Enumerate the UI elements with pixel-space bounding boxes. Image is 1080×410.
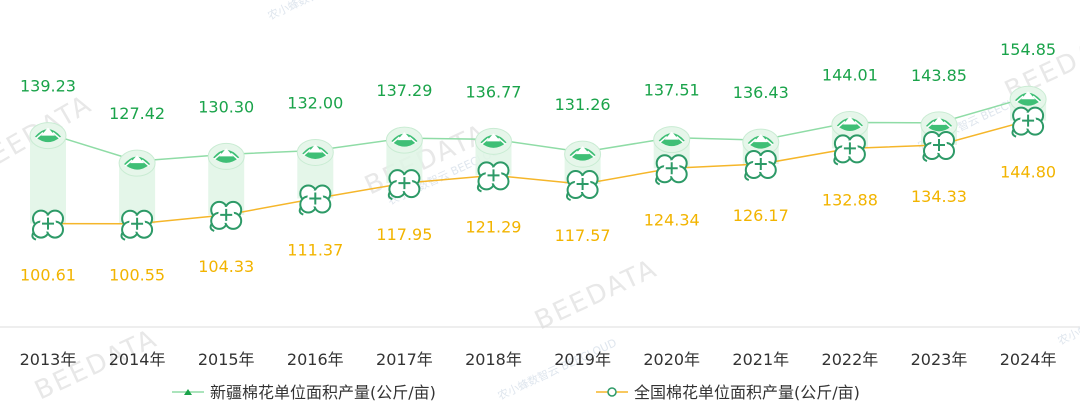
x-tick-labels: 2013年 2014年 2015年 2016年 2017年 2018年 2019年 2020年… — [20, 350, 1057, 369]
marker-xinjiang — [29, 122, 67, 150]
watermark-text: 农小蜂数智云 BEECLOUD — [1055, 280, 1080, 347]
legend-item-xinjiang[interactable]: 新疆棉花单位面积产量(公斤/亩) — [172, 383, 436, 402]
marker-national — [476, 161, 510, 193]
series-markers — [29, 85, 1047, 241]
marker-national — [298, 184, 332, 216]
marker-xinjiang — [207, 142, 245, 170]
x-tick-label: 2013年 — [20, 350, 77, 369]
legend-swatch-marker — [607, 387, 617, 397]
range-bands — [30, 97, 1047, 224]
series-line-national — [47, 119, 1029, 225]
data-label-national: 126.17 — [733, 206, 789, 225]
x-tick-label: 2022年 — [822, 350, 879, 369]
marker-xinjiang — [475, 127, 512, 155]
marker-national — [209, 200, 243, 232]
x-tick-label: 2014年 — [109, 350, 166, 369]
marker-xinjiang — [564, 140, 602, 168]
marker-xinjiang — [742, 128, 780, 156]
marker-national — [566, 170, 599, 202]
marker-national — [31, 209, 64, 241]
x-tick-label: 2021年 — [732, 350, 789, 369]
series-lines — [47, 96, 1029, 225]
data-label-xinjiang: 127.42 — [109, 104, 165, 123]
x-tick-label: 2017年 — [376, 350, 433, 369]
marker-xinjiang — [118, 149, 156, 177]
data-label-xinjiang: 137.51 — [644, 81, 700, 100]
marker-xinjiang — [653, 126, 691, 154]
data-label-national: 117.57 — [555, 226, 611, 245]
marker-xinjiang — [1009, 85, 1047, 113]
data-label-xinjiang: 132.00 — [287, 93, 343, 112]
series-line-xinjiang — [47, 96, 1029, 162]
marker-national — [922, 131, 955, 162]
x-tick-label: 2023年 — [911, 350, 968, 369]
data-label-xinjiang: 137.29 — [376, 81, 432, 100]
marker-national — [387, 169, 421, 201]
data-label-xinjiang: 130.30 — [198, 97, 254, 116]
x-tick-label: 2020年 — [643, 350, 700, 369]
data-label-xinjiang: 131.26 — [555, 95, 611, 114]
data-label-national: 104.33 — [198, 257, 254, 276]
marker-national — [744, 150, 777, 181]
x-tick-label: 2015年 — [198, 350, 255, 369]
x-tick-label: 2016年 — [287, 350, 344, 369]
legend[interactable]: 新疆棉花单位面积产量(公斤/亩) 全国棉花单位面积产量(公斤/亩) — [172, 383, 860, 402]
data-label-xinjiang: 139.23 — [20, 77, 76, 96]
data-label-national: 117.95 — [376, 225, 432, 244]
data-label-xinjiang: 144.01 — [822, 65, 878, 84]
legend-label: 全国棉花单位面积产量(公斤/亩) — [634, 383, 860, 402]
data-label-national: 100.55 — [109, 266, 165, 285]
data-label-national: 134.33 — [911, 187, 967, 206]
data-label-national: 124.34 — [644, 210, 700, 229]
marker-national — [833, 134, 866, 166]
legend-label: 新疆棉花单位面积产量(公斤/亩) — [210, 383, 436, 402]
marker-xinjiang — [831, 110, 869, 138]
data-label-national: 132.88 — [822, 190, 878, 209]
marker-national — [655, 154, 688, 186]
data-label-xinjiang: 136.77 — [466, 82, 522, 101]
data-label-xinjiang: 136.43 — [733, 83, 789, 102]
data-label-national: 111.37 — [287, 241, 343, 260]
watermark-text: 农小蜂数智云 BEECLOUD — [265, 0, 388, 23]
legend-swatch-marker — [184, 389, 192, 395]
legend-item-national[interactable]: 全国棉花单位面积产量(公斤/亩) — [596, 383, 860, 402]
marker-national — [120, 209, 154, 241]
x-tick-label: 2019年 — [554, 350, 611, 369]
data-label-xinjiang: 154.85 — [1000, 40, 1056, 59]
data-label-xinjiang: 143.85 — [911, 66, 967, 85]
marker-xinjiang — [296, 138, 334, 166]
x-tick-label: 2024年 — [1000, 350, 1057, 369]
marker-xinjiang — [385, 126, 423, 154]
watermark-text: BEEDATA — [530, 254, 662, 337]
data-labels: 139.23 100.61 127.42 100.55 130.30 104.33 132.… — [20, 40, 1056, 285]
marker-national — [1011, 106, 1045, 138]
data-label-national: 100.61 — [20, 266, 76, 285]
x-tick-label: 2018年 — [465, 350, 522, 369]
data-label-national: 121.29 — [466, 217, 522, 236]
data-label-national: 144.80 — [1000, 163, 1056, 182]
